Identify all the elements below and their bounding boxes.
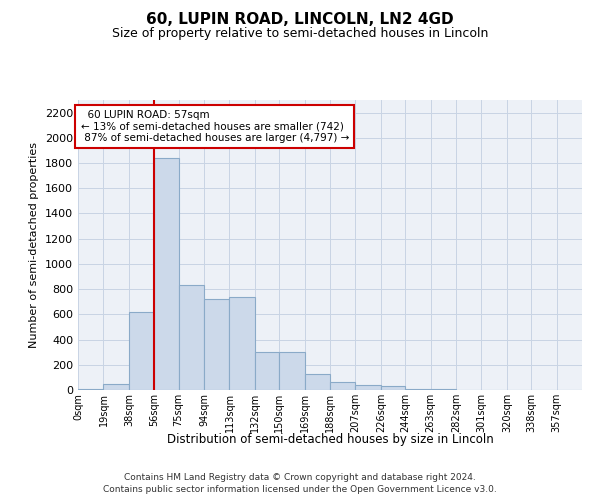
Bar: [129, 312, 154, 390]
Bar: [204, 299, 229, 390]
Y-axis label: Number of semi-detached properties: Number of semi-detached properties: [29, 142, 40, 348]
Bar: [179, 286, 204, 390]
Bar: [103, 384, 129, 390]
Bar: [381, 386, 405, 390]
Bar: [255, 352, 279, 390]
Bar: [154, 158, 179, 390]
Bar: [279, 352, 305, 390]
Bar: [78, 388, 103, 390]
Text: Distribution of semi-detached houses by size in Lincoln: Distribution of semi-detached houses by …: [167, 432, 493, 446]
Bar: [305, 374, 330, 390]
Text: Contains public sector information licensed under the Open Government Licence v3: Contains public sector information licen…: [103, 485, 497, 494]
Text: Contains HM Land Registry data © Crown copyright and database right 2024.: Contains HM Land Registry data © Crown c…: [124, 472, 476, 482]
Text: 60, LUPIN ROAD, LINCOLN, LN2 4GD: 60, LUPIN ROAD, LINCOLN, LN2 4GD: [146, 12, 454, 28]
Bar: [330, 382, 355, 390]
Bar: [355, 385, 381, 390]
Text: 60 LUPIN ROAD: 57sqm
← 13% of semi-detached houses are smaller (742)
 87% of sem: 60 LUPIN ROAD: 57sqm ← 13% of semi-detac…: [80, 110, 349, 144]
Bar: [229, 296, 255, 390]
Text: Size of property relative to semi-detached houses in Lincoln: Size of property relative to semi-detach…: [112, 28, 488, 40]
